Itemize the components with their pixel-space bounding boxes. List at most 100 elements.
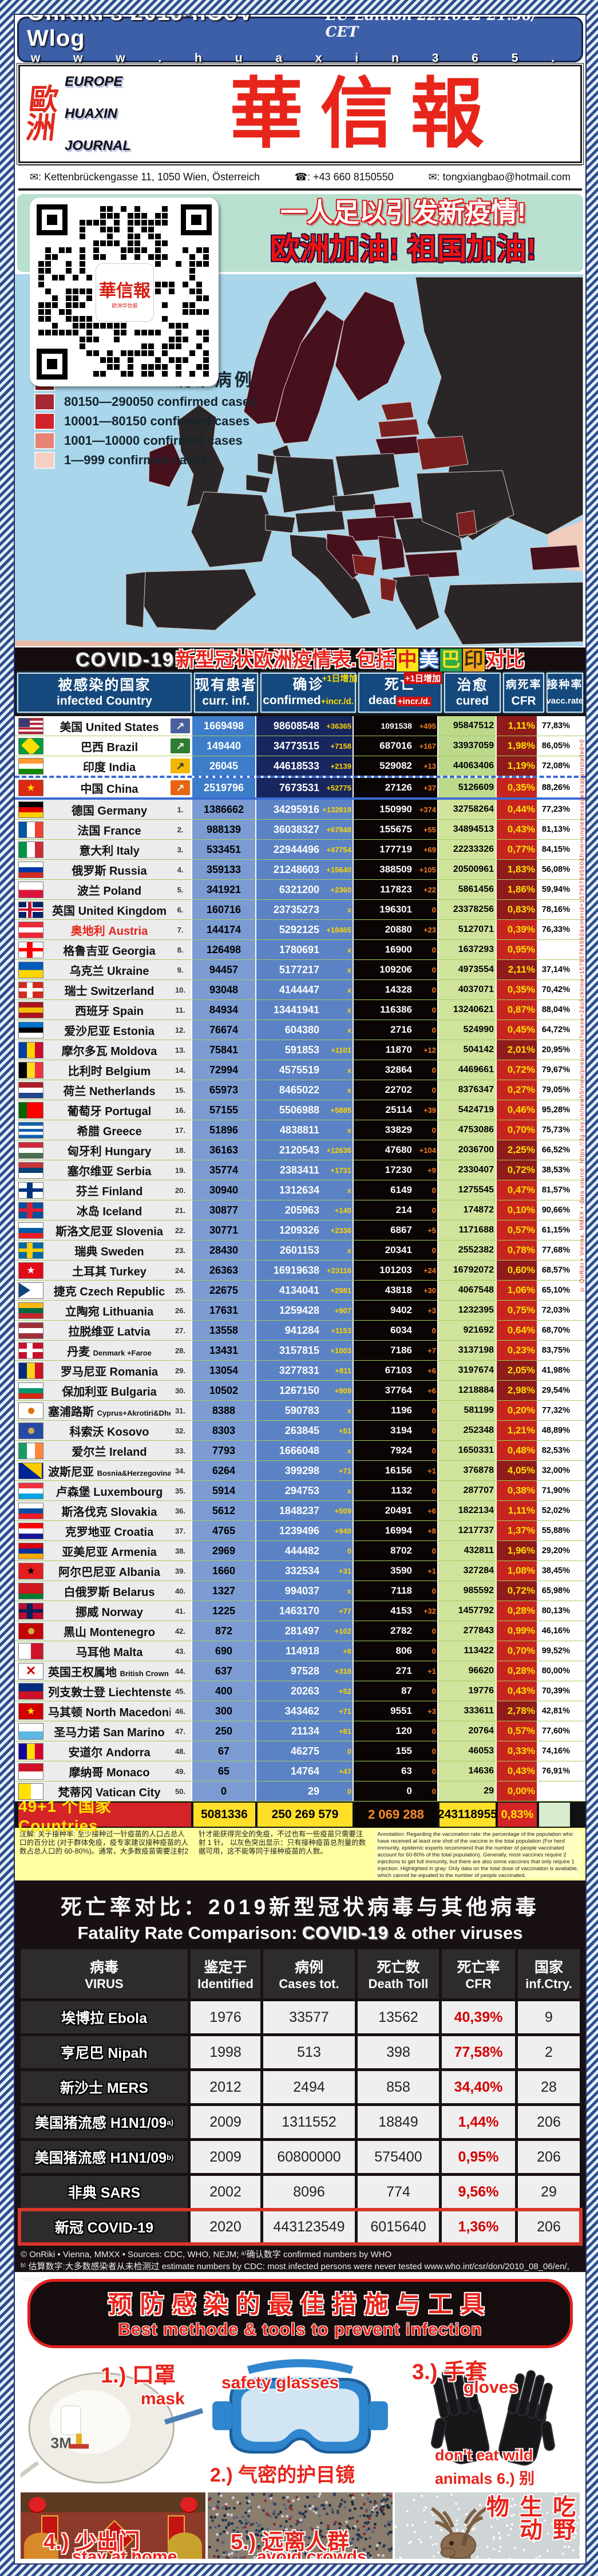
cell-cured: 921692 (438, 1321, 497, 1340)
cell-confirmed: 4144447 x (256, 980, 354, 999)
country-name: 摩纳哥 Monaco (69, 1766, 150, 1779)
cell-country: ★ 中国 China ↗ (17, 778, 192, 797)
rank-badge: 13. (175, 1045, 186, 1054)
fatality-col-identified: 鉴定于 Identified (191, 1949, 260, 1998)
cell-dead: 687016 +167 (354, 736, 438, 756)
cell-confirmed: 263845 +51 (256, 1421, 354, 1440)
legend-label: 80150—290050 confirmed cases (64, 394, 257, 409)
country-flag-icon (18, 1502, 43, 1519)
cell-vacc: 80,00% (538, 1661, 571, 1681)
cell-cured: 1650331 (438, 1441, 497, 1460)
cell-country: 摩尔多瓦 Moldova 13. (17, 1040, 192, 1060)
covid-table-row: 葡萄牙 Portugal 16. 57155 5506988 +5885 25114 +39… (15, 1100, 585, 1120)
cell-country: 斯洛伐克 Slovakia 36. (17, 1501, 192, 1520)
cell-confirmed: 5506988 +5885 (256, 1100, 354, 1120)
country-flag-icon: ★ (18, 1262, 43, 1279)
cell-curr: 84934 (192, 1000, 256, 1020)
cell-dead: 20880 +23 (354, 920, 438, 939)
qr-center-logo: 華信報 欧洲华信报 (96, 263, 154, 322)
cell-cured: 1457792 (438, 1601, 497, 1621)
covid-table-row: 马耳他 Malta 43. 690 114918 +8 806 0 113422 0,70% 99… (15, 1641, 585, 1661)
cell-cfr: 2,98% (497, 1381, 538, 1400)
cell-dead: 25114 +39 (354, 1100, 438, 1120)
cell-curr: 5612 (192, 1501, 256, 1520)
cell-country: 黑山 Montenegro 42. (17, 1621, 192, 1641)
covid-table-row: 波斯尼亚 Bosnia&Herzegovina 34. 6264 399298 +71 1… (15, 1461, 585, 1481)
data-source-note: © OnRiki • Vienna, MMXX • data source: h… (579, 739, 585, 1293)
cell-country: 波兰 Poland 5. (17, 880, 192, 899)
cell-vacc: 29,54% (538, 1381, 571, 1400)
cell-country: 波斯尼亚 Bosnia&Herzegovina 34. (17, 1461, 192, 1480)
cell-cured: 432811 (438, 1541, 497, 1560)
cell-vacc: 72,03% (538, 1301, 571, 1320)
col-dead: 死亡 dead +incr./d. +1日增加 (358, 671, 442, 713)
address: Kettenbrückengasse 11, 1050 Wien, Österr… (44, 171, 260, 183)
cell-dead: 155 0 (354, 1741, 438, 1761)
cell-confirmed: 1239496 +940 (256, 1521, 354, 1540)
country-flag-icon (18, 737, 43, 754)
cell-cfr: 0,35% (497, 778, 538, 797)
cell-curr: 637 (192, 1661, 256, 1681)
covid-table-row: 摩尔多瓦 Moldova 13. 75841 591853 +1101 11870 +12 5… (15, 1040, 585, 1060)
cell-confirmed: 2120543 +12636 (256, 1140, 354, 1160)
email-address: tongxiangbao@hotmail.com (442, 171, 571, 183)
cell-curr: 1669498 (192, 716, 256, 736)
country-flag-icon (18, 1402, 43, 1419)
covid-table-row: 罗马尼亚 Romania 29. 13054 3277831 +811 67103 +6 31… (15, 1361, 585, 1381)
cell-cured: 287707 (438, 1481, 497, 1500)
cell-dead: 11870 +12 (354, 1040, 438, 1060)
rank-badge: 10. (175, 985, 186, 994)
country-name: 爱沙尼亚 Estonia (64, 1025, 155, 1038)
cell-curr: 7793 (192, 1441, 256, 1460)
cell-vacc: 68,57% (538, 1261, 571, 1280)
fatality-row: 埃博拉 Ebola 1976 33577 13562 40,39% 9 (21, 2001, 580, 2033)
cell-vacc: 71,90% (538, 1481, 571, 1500)
cell-curr: 2969 (192, 1541, 256, 1560)
cell-country: 白俄罗斯 Belarus 40. (17, 1581, 192, 1601)
covid-table-row: 斯洛伐克 Slovakia 36. 5612 1848237 +509 20491 +6 18… (15, 1501, 585, 1521)
covid-table-row: 奥地利 Austria 7. 144174 5292125 +18465 20880 +23… (15, 920, 585, 940)
wild-animal-vertical-text: 吃野生动物 (483, 2495, 575, 2541)
covid-table-row: 西班牙 Spain 11. 84934 13441941 x 116386 0 1324062… (15, 1000, 585, 1020)
cell-confirmed: 1259428 +907 (256, 1301, 354, 1320)
cell-cfr: 0,70% (497, 1120, 538, 1140)
country-flag-icon (18, 1182, 43, 1199)
cell-cfr: 0,28% (497, 1661, 538, 1681)
cell-dead: 32864 0 (354, 1060, 438, 1080)
cell-confirmed: 34773515 +7158 (256, 736, 354, 756)
country-name: 乌克兰 Ukraine (69, 965, 149, 978)
rank-badge: 9. (177, 965, 184, 974)
country-name: 匈牙利 Hungary (67, 1145, 152, 1158)
covid-table-row: ★ 马其顿 North Macedonia 46. 300 343462 +71 9551 +… (15, 1701, 585, 1721)
rank-badge: 22. (175, 1226, 186, 1235)
covid-table-row: 塞浦路斯 Cyprus+Akrotiri&Dhekelia 31. 83885907… (15, 1401, 585, 1421)
cell-country: 立陶宛 Lithuania 26. (17, 1301, 192, 1320)
country-name: 斯洛文尼亚 Slovenia (56, 1225, 163, 1238)
cell-curr: 51896 (192, 1120, 256, 1140)
country-name: 塞浦路斯 Cyprus+Akrotiri&Dhekelia (48, 1405, 171, 1419)
cell-country: 英国 United Kingdom 6. (17, 900, 192, 919)
country-name: 俄罗斯 Russia (72, 864, 147, 878)
country-flag-icon (18, 901, 43, 918)
cell-country: 梵蒂冈 Vatican City 50. (17, 1781, 192, 1801)
cell-cured: 1275545 (438, 1180, 497, 1200)
country-flag-icon: ✕ (18, 1662, 43, 1680)
country-flag-icon (18, 757, 43, 775)
legend-label: 1—999 confirmed cases (64, 453, 208, 467)
country-name: 波兰 Poland (77, 884, 142, 898)
cell-cured: 504142 (438, 1040, 497, 1060)
cell-dead: 150990 +374 (354, 800, 438, 819)
cell-curr: 10502 (192, 1381, 256, 1400)
country-flag-icon (18, 1362, 43, 1379)
cell-curr: 533451 (192, 840, 256, 859)
cell-vacc: 55,88% (538, 1521, 571, 1540)
covid-table-row: 美国 United States ↗ 1669498 98608548 +36365 10… (15, 716, 585, 736)
cell-dead: 17230 +9 (354, 1160, 438, 1180)
country-name: 格鲁吉亚 Georgia (63, 945, 156, 958)
rank-badge: 47. (175, 1726, 186, 1736)
rank-badge: 19. (175, 1165, 186, 1175)
col-cured: 治愈 cured (443, 673, 501, 713)
cell-vacc: 59,94% (538, 880, 571, 899)
cell-cured: 376878 (438, 1461, 497, 1480)
cell-vacc: 81,13% (538, 820, 571, 839)
